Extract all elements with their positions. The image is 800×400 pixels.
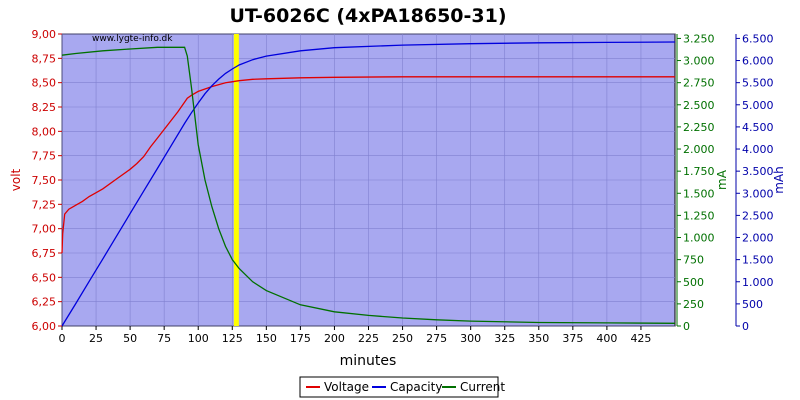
left-tick-label: 9,00 bbox=[32, 28, 57, 41]
left-tick-label: 7,75 bbox=[32, 150, 57, 163]
x-tick-label: 375 bbox=[562, 332, 583, 345]
right2-tick-label: 1.000 bbox=[742, 276, 774, 289]
right1-tick-label: 2.750 bbox=[683, 77, 715, 90]
right1-tick-label: 1.500 bbox=[683, 187, 715, 200]
legend-label-current: Current bbox=[460, 380, 505, 394]
right1-axis-label: mA bbox=[715, 169, 729, 190]
x-tick-label: 150 bbox=[256, 332, 277, 345]
series-line-voltage bbox=[61, 76, 675, 254]
axes: 0 25 50 75 100 125 150 175 200 225 250 275 300 325 350… bbox=[9, 28, 786, 345]
right2-tick-label: 4.500 bbox=[742, 121, 774, 134]
x-tick-label: 400 bbox=[596, 332, 617, 345]
right1-tick-label: 750 bbox=[683, 254, 704, 267]
x-tick-label: 350 bbox=[528, 332, 549, 345]
x-tick-label: 275 bbox=[426, 332, 447, 345]
left-tick-label: 8,50 bbox=[32, 77, 57, 90]
right1-tick-label: 250 bbox=[683, 298, 704, 311]
x-tick-label: 25 bbox=[89, 332, 103, 345]
left-tick-label: 7,25 bbox=[32, 198, 57, 211]
left-tick-label: 8,00 bbox=[32, 125, 57, 138]
right2-tick-label: 0 bbox=[742, 320, 749, 333]
left-tick-label: 8,75 bbox=[32, 52, 57, 65]
series-layer bbox=[61, 41, 676, 327]
legend-box bbox=[299, 376, 499, 398]
right1-tick-label: 1.000 bbox=[683, 232, 715, 245]
left-tick-label: 6,00 bbox=[32, 320, 57, 333]
right2-tick-label: 2.500 bbox=[742, 209, 774, 222]
right2-tick-label: 4.000 bbox=[742, 143, 774, 156]
left-tick-label: 6,50 bbox=[32, 271, 57, 284]
series-line-capacity bbox=[61, 41, 676, 327]
x-tick-label: 225 bbox=[358, 332, 379, 345]
right2-tick-label: 3.500 bbox=[742, 165, 774, 178]
right2-tick-label: 5.000 bbox=[742, 99, 774, 112]
left-tick-label: 6,25 bbox=[32, 296, 57, 309]
x-tick-label: 325 bbox=[494, 332, 515, 345]
right2-tick-label: 1.500 bbox=[742, 254, 774, 267]
left-axis-label: volt bbox=[9, 168, 23, 191]
x-tick-label: 425 bbox=[630, 332, 651, 345]
series-line-current bbox=[61, 46, 676, 324]
right2-tick-label: 6.000 bbox=[742, 55, 774, 68]
x-tick-label: 300 bbox=[460, 332, 481, 345]
left-tick-label: 7,00 bbox=[32, 223, 57, 236]
right1-tick-label: 0 bbox=[683, 320, 690, 333]
right2-tick-label: 5.500 bbox=[742, 77, 774, 90]
right2-tick-label: 2.000 bbox=[742, 232, 774, 245]
left-tick-label: 6,75 bbox=[32, 247, 57, 260]
legend-label-capacity: Capacity bbox=[390, 380, 442, 394]
x-tick-label: 100 bbox=[188, 332, 209, 345]
x-tick-label: 0 bbox=[59, 332, 66, 345]
x-tick-label: 175 bbox=[290, 332, 311, 345]
right2-tick-label: 500 bbox=[742, 298, 763, 311]
legend: Voltage Capacity Current bbox=[299, 376, 505, 398]
right2-axis-label: mAh bbox=[772, 166, 786, 194]
x-axis-label: minutes bbox=[340, 353, 397, 369]
right1-tick-label: 1.750 bbox=[683, 165, 715, 178]
left-tick-label: 7,50 bbox=[32, 174, 57, 187]
right1-tick-label: 500 bbox=[683, 276, 704, 289]
x-tick-label: 125 bbox=[222, 332, 243, 345]
x-tick-label: 200 bbox=[324, 332, 345, 345]
watermark: www.lygte-info.dk bbox=[92, 34, 173, 44]
right1-tick-label: 1.250 bbox=[683, 209, 715, 222]
right1-tick-label: 3.000 bbox=[683, 55, 715, 68]
x-tick-label: 50 bbox=[123, 332, 137, 345]
right2-tick-label: 3.000 bbox=[742, 187, 774, 200]
chart-title: UT-6026C (4xPA18650-31) bbox=[229, 5, 506, 27]
left-tick-label: 8,25 bbox=[32, 101, 57, 114]
right1-tick-label: 2.000 bbox=[683, 143, 715, 156]
right1-tick-label: 3.250 bbox=[683, 32, 715, 45]
x-tick-label: 75 bbox=[157, 332, 171, 345]
right1-tick-label: 2.250 bbox=[683, 121, 715, 134]
legend-label-voltage: Voltage bbox=[324, 380, 369, 394]
x-tick-label: 250 bbox=[392, 332, 413, 345]
right2-tick-label: 6.500 bbox=[742, 32, 774, 45]
right1-tick-label: 2.500 bbox=[683, 99, 715, 112]
